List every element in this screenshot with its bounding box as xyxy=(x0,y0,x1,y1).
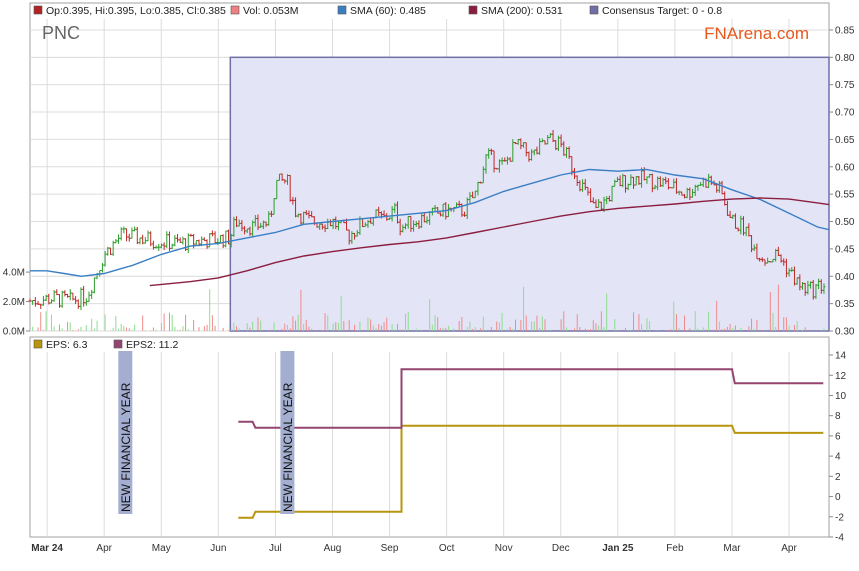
y-tick-label: 0.55 xyxy=(835,190,855,201)
financial-year-markers: NEW FINANCIAL YEAR NEW FINANCIAL YEAR xyxy=(118,349,295,514)
x-tick-label: Mar xyxy=(723,543,741,554)
y-tick-label: 12 xyxy=(835,371,847,382)
y-tick-label: 0.65 xyxy=(835,135,855,146)
financial-year-marker xyxy=(280,349,295,514)
volume-tick-label: 0.0M xyxy=(3,327,25,338)
x-tick-label: Mar 24 xyxy=(31,543,63,554)
legend-label: EPS2: 11.2 xyxy=(126,339,179,351)
volume-axis: 4.0M 2.0M 0.0M xyxy=(3,268,30,338)
brand-logo: FNArena.com xyxy=(704,24,809,43)
y-tick-label: 0.30 xyxy=(835,327,855,338)
legend-swatch xyxy=(33,339,43,349)
y-tick-label: 2 xyxy=(835,472,841,483)
eps2-line xyxy=(238,368,824,429)
y-tick-label: 0.60 xyxy=(835,162,855,173)
legend-label: SMA (60): 0.485 xyxy=(350,5,426,17)
y-tick-label: -2 xyxy=(835,512,844,523)
x-tick-label: May xyxy=(152,543,171,554)
x-tick-label: Jun xyxy=(210,543,226,554)
x-tick-label: Feb xyxy=(666,543,684,554)
x-tick-label: Apr xyxy=(96,543,112,554)
ticker-label: PNC xyxy=(42,23,80,43)
volume-bars xyxy=(29,284,825,331)
legend-label: Op:0.395, Hi:0.395, Lo:0.385, Cl:0.385 xyxy=(46,5,226,17)
x-axis-labels: Mar 24 Apr May Jun Jul Aug Sep Oct Nov Dec Jan 25 F… xyxy=(31,543,797,554)
x-tick-label: Nov xyxy=(495,543,513,554)
y-tick-label: 4 xyxy=(835,452,841,463)
price-panel: 0.30 0.35 0.40 0.45 0.50 0.55 0.60 0.65 0.70 0.75… xyxy=(3,2,855,338)
legend-swatch xyxy=(230,5,240,15)
y-tick-label: 10 xyxy=(835,391,847,402)
sma200-line xyxy=(149,197,830,287)
legend-swatch xyxy=(113,339,123,349)
y-tick-label: 0.70 xyxy=(835,108,855,119)
legend-swatch xyxy=(589,5,599,15)
y-tick-label: 8 xyxy=(835,411,841,422)
legend-label: Vol: 0.053M xyxy=(243,5,298,17)
sma60-line xyxy=(30,168,830,278)
financial-year-label: NEW FINANCIAL YEAR xyxy=(119,382,133,512)
consensus-target-area xyxy=(229,56,830,332)
eps-grid xyxy=(46,352,790,537)
financial-year-label: NEW FINANCIAL YEAR xyxy=(281,382,295,512)
volume-tick-label: 2.0M xyxy=(3,297,25,308)
y-tick-label: 14 xyxy=(835,351,847,362)
x-tick-label: Aug xyxy=(324,543,342,554)
price-y-axis: 0.30 0.35 0.40 0.45 0.50 0.55 0.60 0.65 0.70 0.75… xyxy=(829,25,855,338)
x-tick-label: Dec xyxy=(552,543,570,554)
x-tick-label: Oct xyxy=(439,543,455,554)
legend-label: Consensus Target: 0 - 0.8 xyxy=(602,5,722,17)
x-tick-label: Jan 25 xyxy=(602,543,634,554)
y-tick-label: -4 xyxy=(835,533,844,544)
y-tick-label: 0.75 xyxy=(835,80,855,91)
legend-swatch xyxy=(337,5,347,15)
eps-legend: EPS: 6.3 EPS2: 11.2 xyxy=(33,339,179,351)
y-tick-label: 0.50 xyxy=(835,217,855,228)
y-tick-label: 0.35 xyxy=(835,299,855,310)
x-tick-label: Sep xyxy=(381,543,399,554)
eps-y-axis: -4 -2 0 2 4 6 8 10 12 14 xyxy=(829,351,847,544)
y-tick-label: 0.45 xyxy=(835,244,855,255)
legend-swatch xyxy=(468,5,478,15)
eps-panel-frame xyxy=(29,336,830,538)
y-tick-label: 0.40 xyxy=(835,272,855,283)
x-tick-label: Jul xyxy=(269,543,282,554)
legend-label: SMA (200): 0.531 xyxy=(481,5,563,17)
legend-swatch xyxy=(33,5,43,15)
eps-line xyxy=(238,424,824,519)
y-tick-label: 0.80 xyxy=(835,53,855,64)
y-tick-label: 6 xyxy=(835,431,841,442)
legend-label: EPS: 6.3 xyxy=(46,339,88,351)
volume-tick-label: 4.0M xyxy=(3,268,25,279)
price-legend: Op:0.395, Hi:0.395, Lo:0.385, Cl:0.385 Vo… xyxy=(33,5,722,17)
price-legend-bg xyxy=(31,4,828,18)
y-tick-label: 0 xyxy=(835,492,841,503)
financial-year-marker xyxy=(118,349,133,514)
y-tick-label: 0.85 xyxy=(835,25,855,36)
x-tick-label: Apr xyxy=(781,543,797,554)
eps-legend-bg xyxy=(31,338,828,351)
